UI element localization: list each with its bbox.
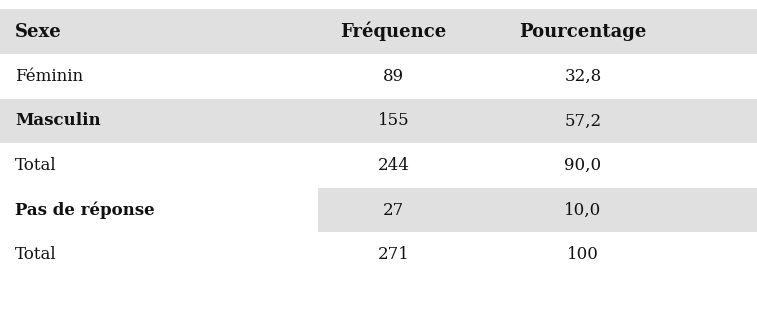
- Bar: [0, 54, 757, 99]
- Text: Fréquence: Fréquence: [341, 22, 447, 41]
- Text: Pas de réponse: Pas de réponse: [15, 201, 154, 219]
- Bar: [0, 99, 757, 143]
- Text: Total: Total: [15, 246, 57, 263]
- Bar: [0, 188, 757, 232]
- Text: 10,0: 10,0: [564, 202, 602, 219]
- Bar: [318, 188, 757, 232]
- Text: Masculin: Masculin: [15, 112, 101, 129]
- Text: 89: 89: [383, 68, 404, 85]
- Bar: [0, 143, 757, 188]
- Text: 100: 100: [567, 246, 599, 263]
- Text: Féminin: Féminin: [15, 68, 83, 85]
- Bar: [0, 232, 757, 277]
- Text: 271: 271: [378, 246, 410, 263]
- Text: 90,0: 90,0: [564, 157, 602, 174]
- Text: Pourcentage: Pourcentage: [519, 23, 646, 41]
- Text: 155: 155: [378, 112, 410, 129]
- Text: Sexe: Sexe: [15, 23, 62, 41]
- Text: 57,2: 57,2: [564, 112, 602, 129]
- Text: 244: 244: [378, 157, 410, 174]
- Text: Total: Total: [15, 157, 57, 174]
- Text: 32,8: 32,8: [564, 68, 602, 85]
- Bar: [0, 9, 757, 54]
- Text: 27: 27: [383, 202, 404, 219]
